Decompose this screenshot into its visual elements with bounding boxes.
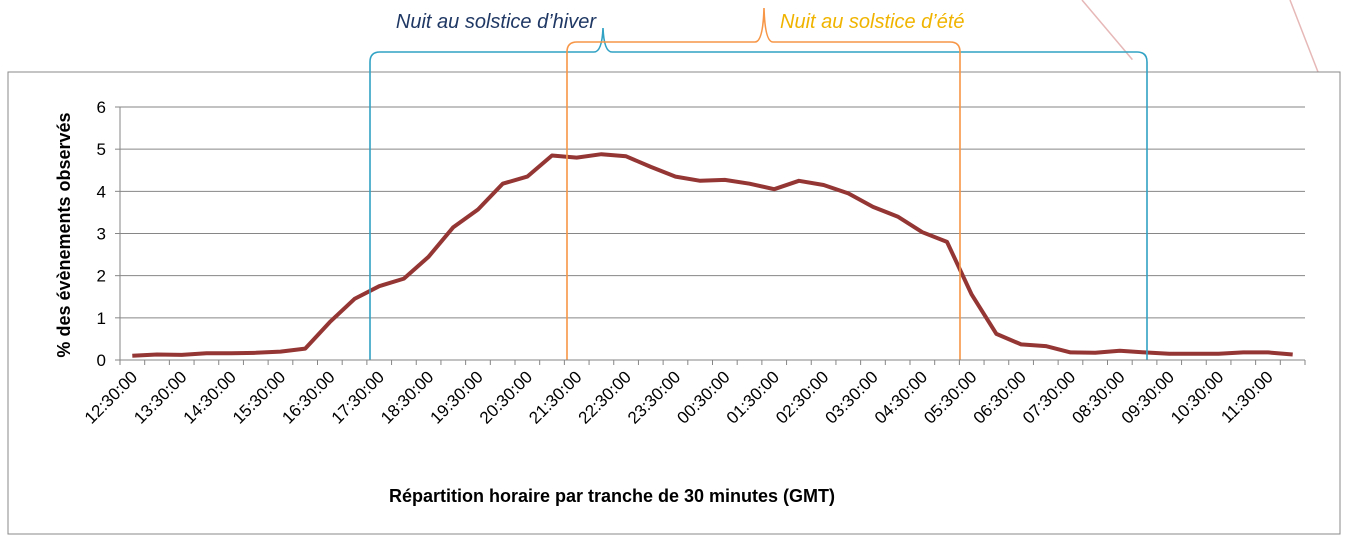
y-tick-label: 4 bbox=[97, 182, 106, 201]
decoration bbox=[1081, 0, 1133, 61]
annotation: Nuit au solstice d’été bbox=[780, 11, 965, 33]
y-tick-label: 5 bbox=[97, 140, 106, 159]
y-tick-label: 0 bbox=[97, 351, 106, 370]
summer-bracket bbox=[566, 7, 961, 360]
chart-frame bbox=[7, 71, 1341, 535]
winter-bracket bbox=[369, 27, 1148, 360]
annotation: Nuit au solstice d’hiver bbox=[396, 11, 597, 33]
x-axis-title: Répartition horaire par tranche de 30 mi… bbox=[389, 486, 835, 506]
decoration bbox=[1289, 0, 1319, 73]
y-axis-title: % des évènements observés bbox=[54, 112, 74, 357]
y-tick-label: 1 bbox=[97, 309, 106, 328]
y-tick-label: 2 bbox=[97, 267, 106, 286]
y-tick-label: 6 bbox=[97, 98, 106, 117]
y-tick-label: 3 bbox=[97, 225, 106, 244]
data-line bbox=[132, 152, 1293, 358]
